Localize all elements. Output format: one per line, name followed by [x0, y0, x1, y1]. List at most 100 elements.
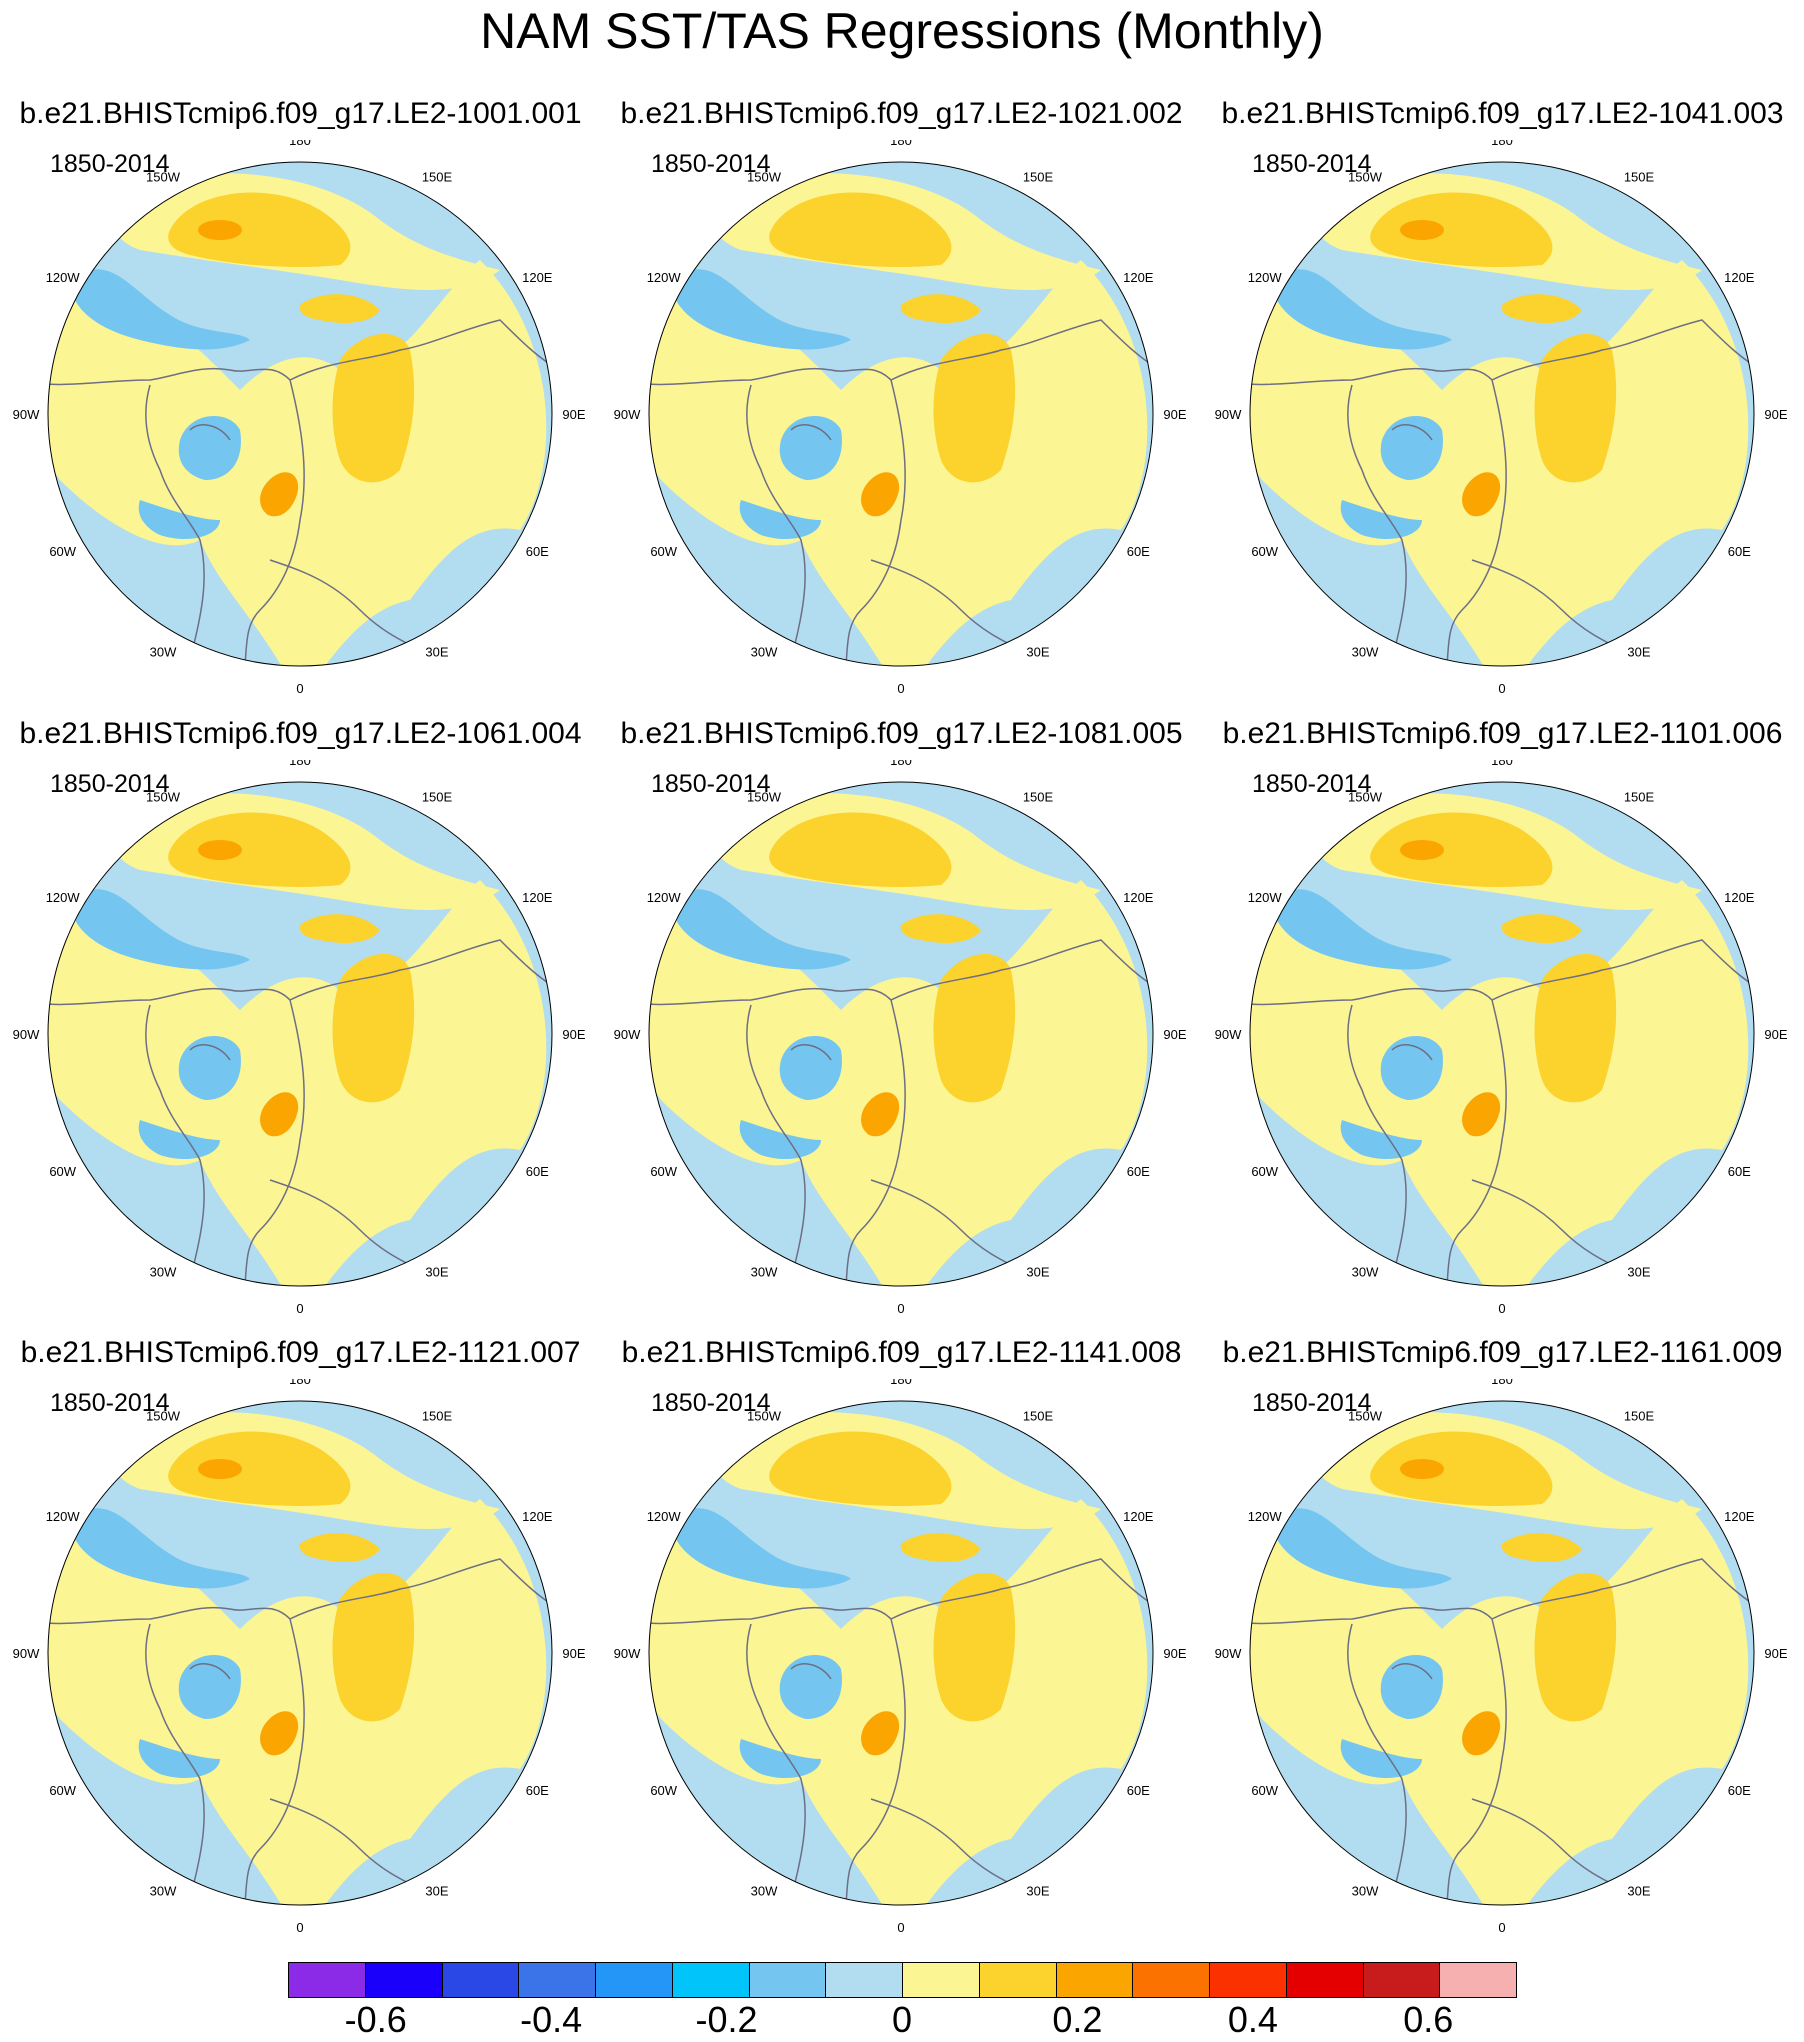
anomaly-region-negative: [1340, 1120, 1422, 1160]
longitude-label: 120E: [1724, 890, 1755, 905]
map-boundary: [1249, 1400, 1755, 1906]
coastline: [145, 384, 205, 661]
longitude-label: 150E: [1023, 1409, 1054, 1424]
anomaly-region-moderate: [933, 953, 1016, 1103]
anomaly-region-negative: [138, 500, 220, 540]
coastline: [746, 1623, 806, 1900]
panel-title: b.e21.BHISTcmip6.f09_g17.LE2-1001.001: [19, 97, 582, 130]
anomaly-region-negative: [178, 1036, 241, 1100]
coastline: [649, 367, 906, 666]
anomaly-region-strong: [198, 1459, 242, 1479]
coastline: [1347, 1004, 1407, 1281]
map-panel: b.e21.BHISTcmip6.f09_g17.LE2-1061.004 180…: [0, 716, 601, 1316]
anomaly-region-strong: [198, 220, 242, 240]
anomaly-region-moderate: [1501, 1533, 1582, 1562]
anomaly-region-moderate: [933, 1572, 1016, 1722]
panel-title: b.e21.BHISTcmip6.f09_g17.LE2-1081.005: [620, 717, 1183, 750]
anomaly-region-moderate: [769, 192, 952, 267]
longitude-label: 150E: [422, 790, 453, 805]
coastline: [1391, 1044, 1433, 1061]
coastline: [870, 1179, 1022, 1271]
longitude-label: 150W: [146, 170, 181, 185]
longitude-label: 30W: [150, 1264, 177, 1279]
anomaly-region-moderate: [1370, 192, 1553, 267]
longitude-label: 60W: [1251, 1164, 1278, 1179]
longitude-label: 180: [890, 140, 912, 148]
longitude-label: 90E: [1163, 1027, 1186, 1042]
anomaly-region-moderate: [168, 812, 351, 887]
anomaly-region-negative: [1272, 1508, 1452, 1589]
anomaly-region-negative: [178, 416, 241, 480]
coastline: [790, 1663, 832, 1680]
anomaly-region-negative: [138, 1120, 220, 1160]
coastline: [1471, 1798, 1623, 1890]
longitude-label: 60E: [1728, 1164, 1751, 1179]
colorbar-tick-label: 0: [891, 1999, 913, 2040]
colorbar-tick-label: 0.2: [1052, 1999, 1103, 2040]
longitude-label: 120W: [647, 1509, 682, 1524]
colorbar-swatch: [978, 1962, 1057, 1998]
coastline: [1347, 1623, 1407, 1900]
coastline: [269, 1798, 421, 1890]
longitude-label: 180: [289, 140, 311, 148]
longitude-label: 60E: [526, 544, 549, 559]
anomaly-region-negative: [1340, 500, 1422, 540]
anomaly-region-negative: [1380, 1036, 1443, 1100]
anomaly-region-strong: [260, 1711, 299, 1756]
longitude-label: 90W: [614, 1027, 641, 1042]
anomaly-region-negative: [138, 1739, 220, 1779]
coastline: [1471, 559, 1623, 651]
polar-map: 180 150E 120E 90E 60E 30E 0 30W 60W 90W 120W 150W: [13, 140, 586, 696]
panel-title: b.e21.BHISTcmip6.f09_g17.LE2-1041.003: [1221, 97, 1784, 130]
coastline: [48, 1606, 305, 1905]
longitude-label: 60W: [650, 1164, 677, 1179]
anomaly-region-moderate: [1370, 812, 1553, 887]
anomaly-region-negative: [671, 1508, 851, 1589]
anomaly-region-moderate: [299, 294, 380, 323]
anomaly-region-strong: [1462, 472, 1501, 517]
coastline: [189, 1044, 231, 1061]
colorbar-swatch: [518, 1962, 596, 1998]
coastline: [1391, 1663, 1433, 1680]
longitude-label: 90E: [1163, 1646, 1186, 1661]
colorbar-tick-label: -0.4: [520, 1999, 583, 2040]
longitude-label: 90E: [1764, 407, 1787, 422]
coastline: [289, 319, 552, 381]
map-boundary: [47, 781, 553, 1287]
colorbar-tick-label: -0.2: [695, 1999, 758, 2040]
anomaly-region-negative: [178, 1655, 241, 1719]
coastline: [1250, 1606, 1507, 1905]
longitude-label: 90E: [1163, 407, 1186, 422]
anomaly-region-moderate: [332, 333, 415, 483]
coastline: [1391, 424, 1433, 441]
longitude-label: 90E: [562, 407, 585, 422]
longitude-label: 120E: [1123, 890, 1154, 905]
coastline: [189, 424, 231, 441]
polar-map: 180 150E 120E 90E 60E 30E 0 30W 60W 90W 120W 150W: [614, 140, 1187, 696]
longitude-label: 0: [296, 1920, 303, 1935]
colorbar-swatch: [364, 1962, 443, 1998]
colorbar-swatch: [1439, 1962, 1517, 1998]
anomaly-region-moderate: [332, 953, 415, 1103]
panel-title: b.e21.BHISTcmip6.f09_g17.LE2-1021.002: [620, 97, 1183, 130]
anomaly-region-moderate: [1534, 1572, 1617, 1722]
anomaly-region-strong: [1462, 1092, 1501, 1137]
longitude-label: 120W: [1248, 890, 1283, 905]
map-panel: b.e21.BHISTcmip6.f09_g17.LE2-1101.006 180…: [1202, 716, 1803, 1316]
anomaly-region-moderate: [299, 1533, 380, 1562]
anomaly-region-negative: [1380, 1655, 1443, 1719]
longitude-label: 60W: [650, 1783, 677, 1798]
polar-map: 180 150E 120E 90E 60E 30E 0 30W 60W 90W 120W 150W: [614, 760, 1187, 1316]
coastline: [1491, 319, 1754, 381]
longitude-label: 150W: [747, 790, 782, 805]
longitude-label: 90E: [562, 1646, 585, 1661]
longitude-label: 90E: [1764, 1027, 1787, 1042]
longitude-label: 60E: [1728, 1783, 1751, 1798]
longitude-label: 150E: [1624, 790, 1655, 805]
map-panel: b.e21.BHISTcmip6.f09_g17.LE2-1021.002 180…: [601, 96, 1202, 696]
coastline: [145, 1623, 205, 1900]
longitude-label: 180: [1491, 140, 1513, 148]
anomaly-region-moderate: [168, 192, 351, 267]
colorbar-tick-label: 0.4: [1227, 1999, 1278, 2040]
anomaly-region-negative: [739, 1739, 821, 1779]
